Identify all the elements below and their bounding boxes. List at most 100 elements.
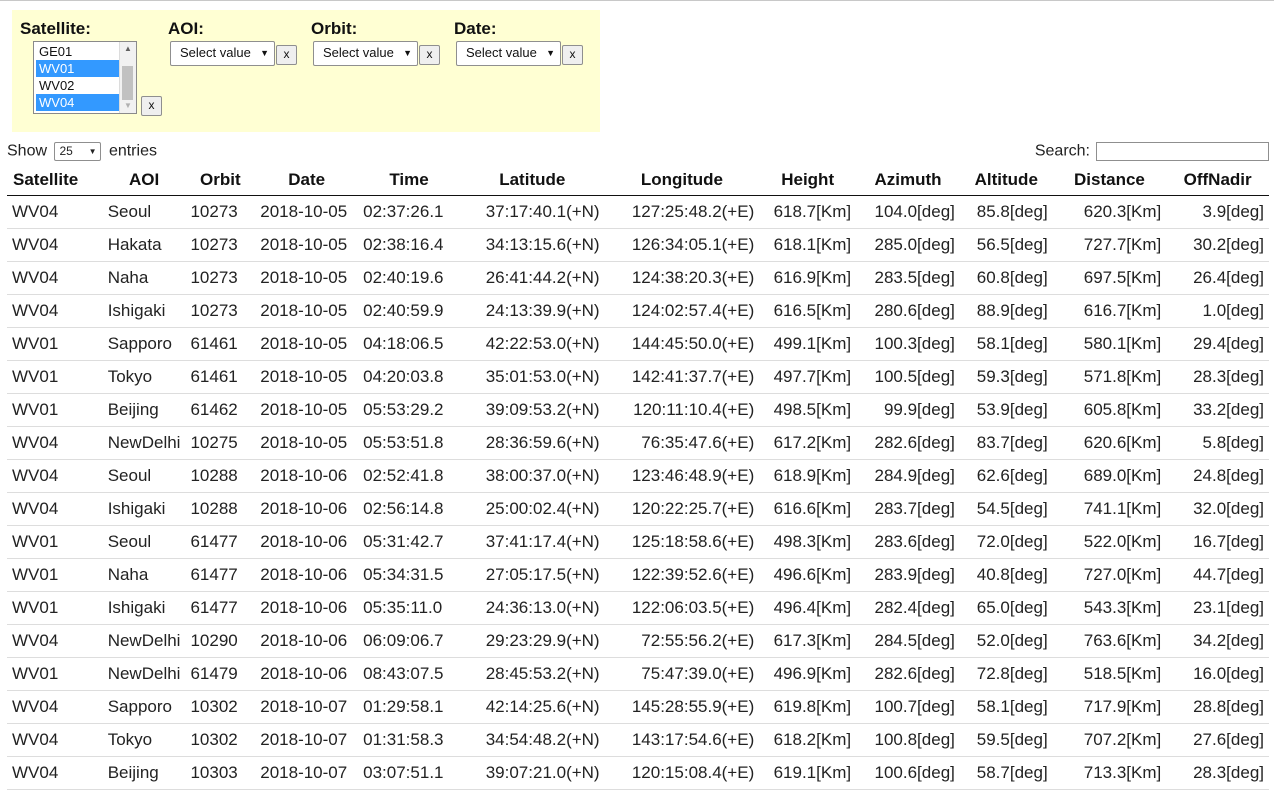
scroll-down-icon[interactable]: ▼ — [124, 101, 132, 110]
cell-longitude: 75:47:39.0(+E) — [604, 657, 760, 691]
cell-distance: 713.3[Km] — [1052, 756, 1167, 790]
cell-offnadir: 33.2[deg] — [1166, 393, 1269, 427]
page-length-select[interactable]: 25 ▼ — [54, 142, 102, 161]
aoi-select[interactable]: Select value ▼ — [170, 41, 275, 66]
cell-time: 04:18:06.5 — [358, 327, 460, 361]
cell-orbit: 61461 — [185, 360, 256, 394]
cell-distance: 580.1[Km] — [1052, 327, 1167, 361]
cell-satellite: WV04 — [7, 228, 103, 262]
cell-altitude: 53.9[deg] — [959, 393, 1053, 427]
column-header-azimuth[interactable]: Azimuth — [856, 164, 960, 196]
filter-panel: Satellite: GE01 WV01 WV02 WV04 ▲ ▼ x AOI… — [12, 10, 600, 132]
cell-time: 04:20:03.8 — [358, 360, 460, 394]
scrollbar-thumb[interactable] — [122, 66, 133, 100]
table-row: WV04 NewDelhi 10290 2018-10-06 06:09:06.7 29:… — [7, 624, 1269, 658]
column-header-aoi[interactable]: AOI — [102, 164, 186, 196]
aoi-clear-button[interactable]: x — [276, 45, 297, 65]
satellite-option-ge01[interactable]: GE01 — [39, 44, 73, 59]
column-header-altitude[interactable]: Altitude — [959, 164, 1053, 196]
cell-offnadir: 34.2[deg] — [1166, 624, 1269, 658]
cell-orbit: 10288 — [185, 492, 256, 526]
cell-orbit: 10303 — [185, 756, 256, 790]
cell-date: 2018-10-05 — [255, 195, 359, 229]
cell-height: 616.9[Km] — [759, 261, 857, 295]
caret-down-icon: ▼ — [403, 48, 412, 58]
date-select[interactable]: Select value ▼ — [456, 41, 561, 66]
page-length-control: Show 25 ▼ entries — [7, 142, 157, 161]
caret-down-icon: ▼ — [260, 48, 269, 58]
column-header-orbit[interactable]: Orbit — [185, 164, 256, 196]
listbox-scrollbar[interactable]: ▲ ▼ — [119, 42, 136, 113]
cell-longitude: 125:18:58.6(+E) — [604, 525, 760, 559]
cell-azimuth: 284.5[deg] — [856, 624, 960, 658]
column-header-time[interactable]: Time — [358, 164, 460, 196]
cell-time: 02:37:26.1 — [358, 195, 460, 229]
cell-satellite: WV01 — [7, 393, 103, 427]
cell-aoi: Ishigaki — [102, 294, 186, 328]
cell-longitude: 122:06:03.5(+E) — [604, 591, 760, 625]
orbit-select[interactable]: Select value ▼ — [313, 41, 418, 66]
cell-aoi: Beijing — [102, 756, 186, 790]
cell-latitude: 28:45:53.2(+N) — [459, 657, 605, 691]
cell-orbit: 61461 — [185, 327, 256, 361]
orbit-clear-button[interactable]: x — [419, 45, 440, 65]
satellite-clear-button[interactable]: x — [141, 96, 162, 116]
caret-down-icon: ▼ — [88, 147, 97, 156]
column-header-satellite[interactable]: Satellite — [7, 164, 103, 196]
cell-azimuth: 283.9[deg] — [856, 558, 960, 592]
cell-aoi: Naha — [102, 261, 186, 295]
search-input[interactable] — [1096, 142, 1269, 161]
cell-offnadir: 30.2[deg] — [1166, 228, 1269, 262]
scroll-up-icon[interactable]: ▲ — [124, 44, 132, 53]
cell-offnadir: 27.6[deg] — [1166, 723, 1269, 757]
cell-date: 2018-10-05 — [255, 360, 359, 394]
cell-satellite: WV01 — [7, 360, 103, 394]
cell-distance: 571.8[Km] — [1052, 360, 1167, 394]
cell-time: 05:53:29.2 — [358, 393, 460, 427]
cell-offnadir: 44.7[deg] — [1166, 558, 1269, 592]
satellite-option-wv01[interactable]: WV01 — [36, 60, 120, 77]
cell-longitude: 143:17:54.6(+E) — [604, 723, 760, 757]
column-header-offnadir[interactable]: OffNadir — [1166, 164, 1269, 196]
cell-offnadir: 26.4[deg] — [1166, 261, 1269, 295]
cell-height: 617.2[Km] — [759, 426, 857, 460]
cell-altitude: 59.3[deg] — [959, 360, 1053, 394]
cell-altitude: 72.8[deg] — [959, 657, 1053, 691]
cell-azimuth: 104.0[deg] — [856, 195, 960, 229]
cell-latitude: 24:36:13.0(+N) — [459, 591, 605, 625]
column-header-height[interactable]: Height — [759, 164, 857, 196]
cell-distance: 522.0[Km] — [1052, 525, 1167, 559]
cell-satellite: WV01 — [7, 327, 103, 361]
cell-latitude: 34:54:48.2(+N) — [459, 723, 605, 757]
cell-altitude: 65.0[deg] — [959, 591, 1053, 625]
column-header-longitude[interactable]: Longitude — [604, 164, 760, 196]
table-row: WV01 Tokyo 61461 2018-10-05 04:20:03.8 35:01:… — [7, 360, 1269, 394]
cell-altitude: 59.5[deg] — [959, 723, 1053, 757]
cell-date: 2018-10-06 — [255, 525, 359, 559]
cell-longitude: 124:38:20.3(+E) — [604, 261, 760, 295]
cell-height: 498.3[Km] — [759, 525, 857, 559]
column-header-distance[interactable]: Distance — [1052, 164, 1167, 196]
cell-date: 2018-10-07 — [255, 723, 359, 757]
cell-orbit: 10302 — [185, 690, 256, 724]
cell-time: 05:35:11.0 — [358, 591, 460, 625]
date-clear-button[interactable]: x — [562, 45, 583, 65]
satellite-option-wv02[interactable]: WV02 — [39, 78, 75, 93]
cell-distance: 620.3[Km] — [1052, 195, 1167, 229]
cell-satellite: WV01 — [7, 591, 103, 625]
cell-distance: 727.7[Km] — [1052, 228, 1167, 262]
cell-orbit: 61477 — [185, 558, 256, 592]
cell-longitude: 142:41:37.7(+E) — [604, 360, 760, 394]
cell-distance: 741.1[Km] — [1052, 492, 1167, 526]
satellite-option-wv04[interactable]: WV04 — [36, 94, 120, 111]
cell-orbit: 10273 — [185, 294, 256, 328]
table-row: WV04 Ishigaki 10288 2018-10-06 02:56:14.8 25:… — [7, 492, 1269, 526]
cell-aoi: Ishigaki — [102, 591, 186, 625]
column-header-latitude[interactable]: Latitude — [459, 164, 605, 196]
cell-latitude: 39:09:53.2(+N) — [459, 393, 605, 427]
cell-distance: 727.0[Km] — [1052, 558, 1167, 592]
cell-altitude: 72.0[deg] — [959, 525, 1053, 559]
satellite-listbox[interactable]: GE01 WV01 WV02 WV04 ▲ ▼ — [33, 41, 137, 114]
column-header-date[interactable]: Date — [255, 164, 359, 196]
cell-latitude: 37:41:17.4(+N) — [459, 525, 605, 559]
